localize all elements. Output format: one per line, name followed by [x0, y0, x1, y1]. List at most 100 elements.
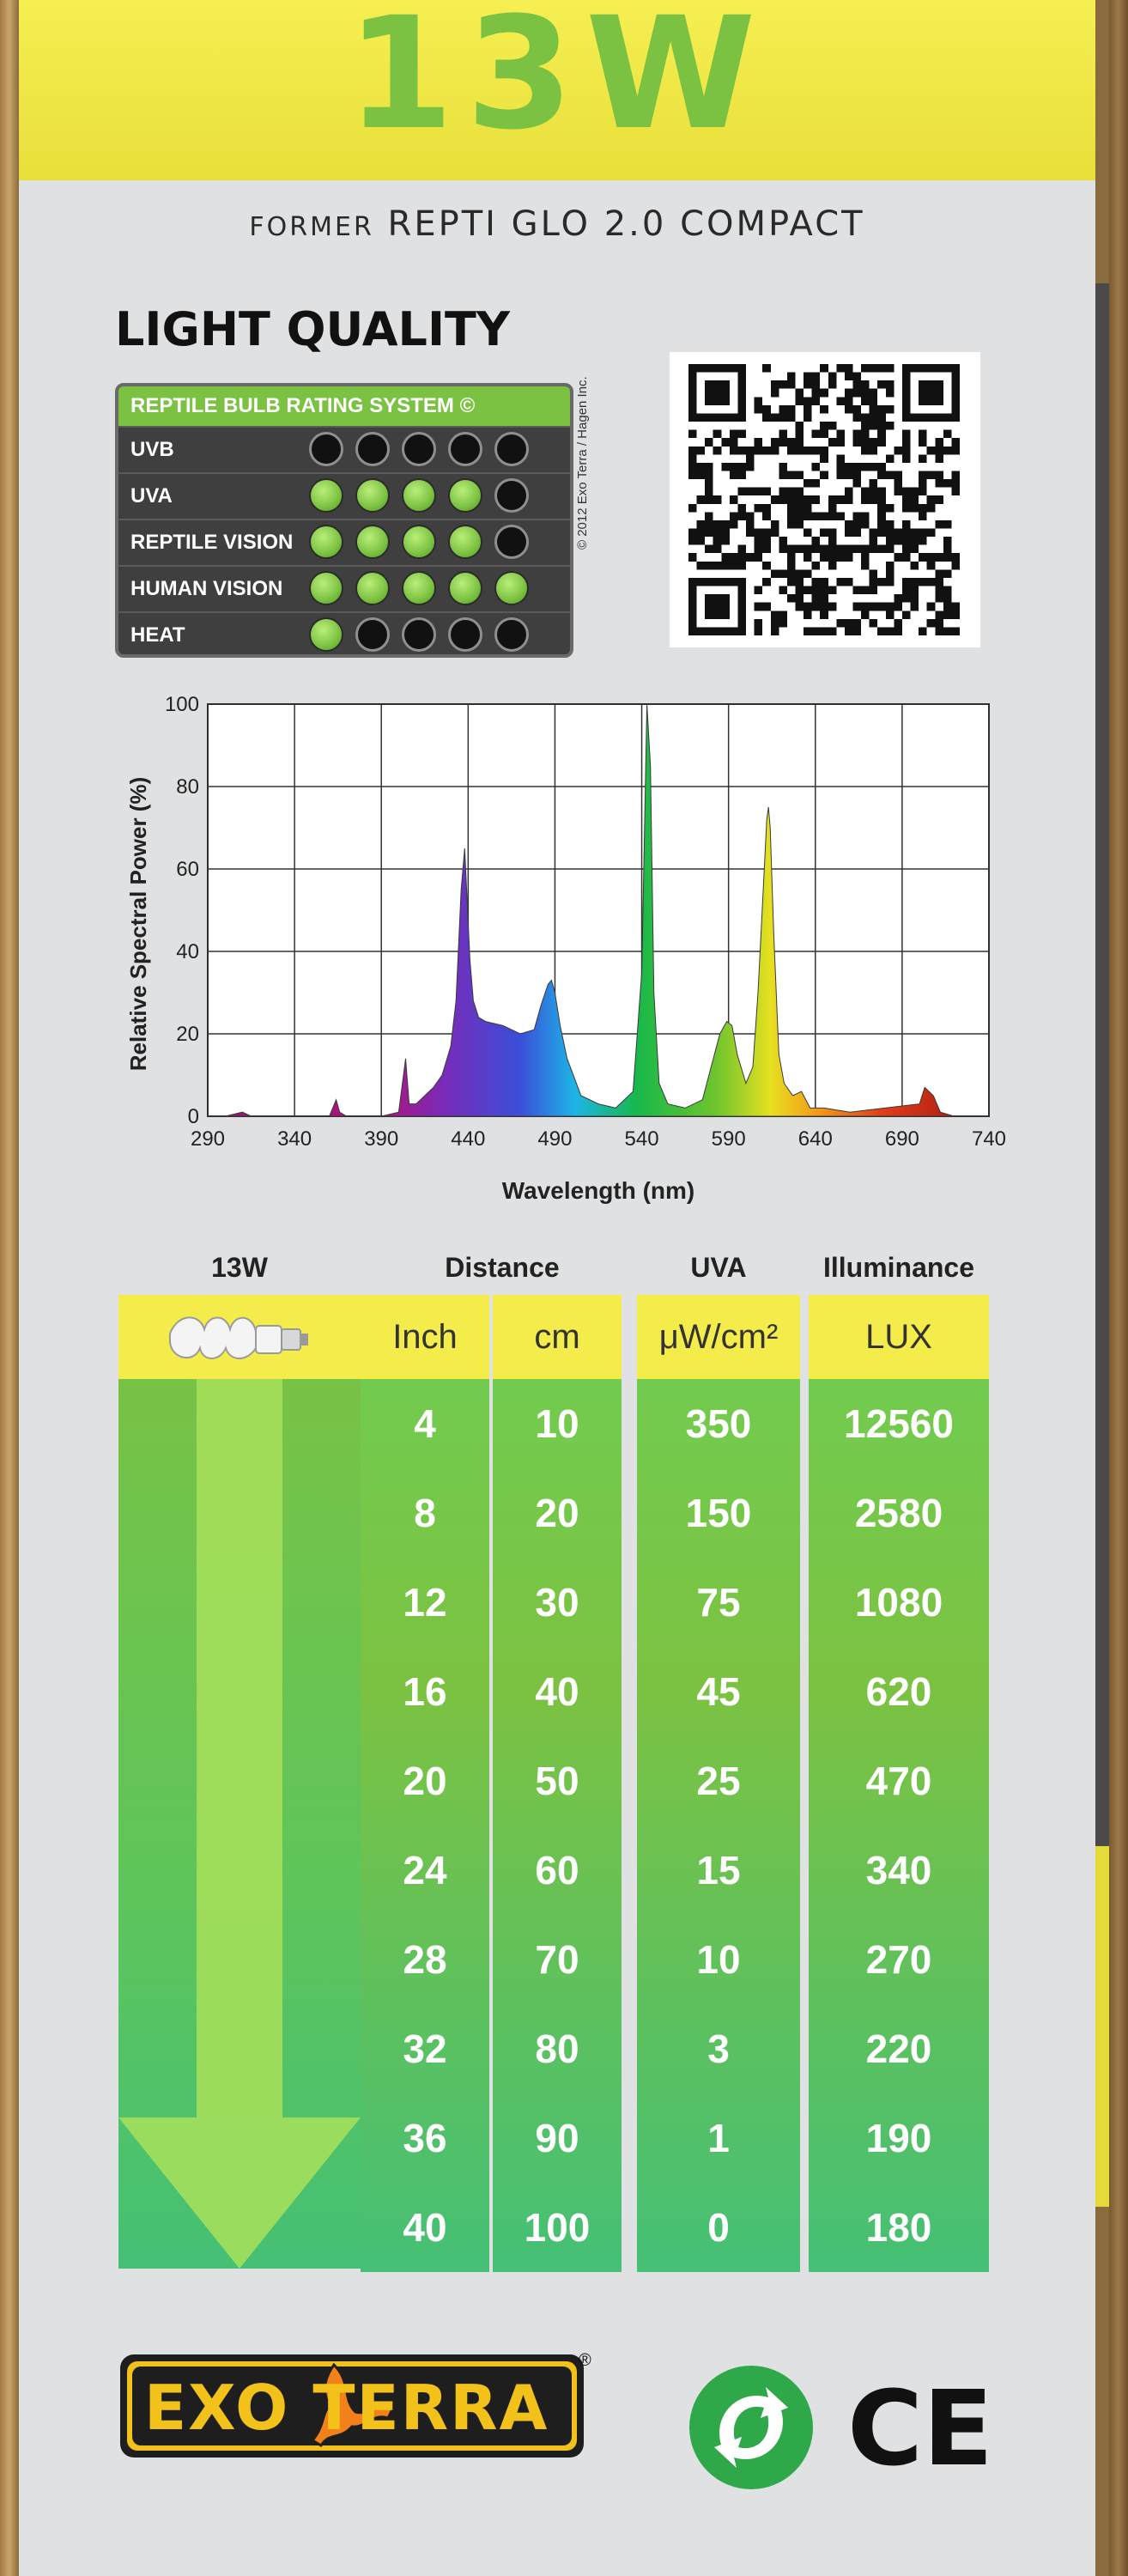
brand-text: EXO TERRA — [144, 2372, 549, 2444]
column-cm — [493, 1295, 622, 2272]
rating-dot-filled — [355, 571, 390, 605]
table-cell-cm: 20 — [535, 1491, 579, 1535]
recycle-icon — [687, 2363, 816, 2492]
y-tick-label: 60 — [176, 858, 199, 881]
x-tick-label: 340 — [277, 1127, 312, 1151]
rating-dot-filled — [448, 571, 482, 605]
uva-header: UVA — [690, 1252, 747, 1283]
rating-dot-empty — [494, 478, 529, 513]
table-cell-cm: 90 — [535, 2116, 579, 2160]
rating-dot-filled — [309, 525, 343, 559]
y-tick-label: 80 — [176, 775, 199, 799]
rating-row: HUMAN VISION — [118, 565, 570, 611]
rating-label: REPTILE VISION — [130, 531, 294, 554]
y-tick-label: 100 — [165, 693, 199, 716]
rating-dot-filled — [448, 525, 482, 559]
rating-label: UVB — [130, 438, 174, 461]
table-cell-uva: 45 — [696, 1669, 741, 1714]
down-arrow-icon — [118, 1379, 361, 2269]
rating-dot-filled — [309, 478, 343, 513]
y-tick-label: 20 — [176, 1023, 199, 1046]
distance-arrow-column — [118, 1295, 361, 2269]
bulb-rating-panel: REPTILE BULB RATING SYSTEM © UVB UVA REPTI… — [115, 383, 573, 658]
wood-background-left — [0, 0, 19, 2576]
table-cell-lux: 270 — [865, 1937, 932, 1982]
table-cell-uva: 150 — [685, 1491, 752, 1535]
x-tick-label: 640 — [798, 1127, 833, 1151]
x-tick-label: 690 — [885, 1127, 919, 1151]
rating-dot-empty — [494, 617, 529, 652]
x-tick-label: 590 — [712, 1127, 746, 1151]
rating-dot-empty — [402, 617, 436, 652]
table-cell-inch: 28 — [403, 1937, 447, 1982]
rating-dot-empty — [494, 525, 529, 559]
rating-row: HEAT — [118, 611, 570, 654]
rating-dot-empty — [309, 432, 343, 466]
y-tick-label: 0 — [188, 1105, 199, 1128]
bulb-image-cell — [118, 1295, 361, 1379]
top-banner: 13W — [19, 0, 1095, 180]
rating-dot-filled — [402, 525, 436, 559]
illuminance-header: Illuminance — [822, 1252, 975, 1283]
x-tick-label: 540 — [625, 1127, 659, 1151]
former-name-line: FORMER REPTI GLO 2.0 COMPACT — [19, 204, 1095, 244]
rating-dot-filled — [355, 525, 390, 559]
table-cell-inch: 24 — [403, 1848, 447, 1893]
rating-dots — [309, 432, 541, 466]
distance-header: Distance — [445, 1252, 560, 1283]
table-cell-cm: 80 — [535, 2026, 579, 2071]
table-cell-uva: 75 — [696, 1580, 741, 1625]
table-cell-inch: 12 — [403, 1580, 447, 1625]
table-cell-inch: 40 — [403, 2205, 447, 2250]
table-cell-cm: 40 — [535, 1669, 579, 1714]
rating-row: UVA — [118, 472, 570, 519]
rating-dot-filled — [448, 478, 482, 513]
x-tick-label: 440 — [451, 1127, 485, 1151]
product-box-panel: 13W FORMER REPTI GLO 2.0 COMPACT LIGHT Q… — [19, 0, 1095, 2576]
ce-mark-text: CE — [852, 2370, 989, 2482]
rating-dot-empty — [448, 617, 482, 652]
table-cell-uva: 25 — [696, 1759, 741, 1803]
x-tick-label: 390 — [364, 1127, 398, 1151]
table-cell-lux: 620 — [865, 1669, 932, 1714]
box-side-edge — [1094, 283, 1109, 2207]
rating-label: HUMAN VISION — [130, 577, 283, 600]
table-cell-lux: 190 — [865, 2116, 932, 2160]
table-cell-uva: 10 — [696, 1937, 741, 1982]
exo-terra-logo-icon — [120, 2354, 584, 2458]
exo-terra-logo[interactable]: EXO TERRA ® — [115, 2339, 596, 2476]
wattage-title: 13W — [346, 0, 768, 164]
rating-row: REPTILE VISION — [118, 519, 570, 565]
column-inch — [361, 1295, 489, 2272]
rating-dot-empty — [448, 432, 482, 466]
table-cell-lux: 180 — [865, 2205, 932, 2250]
table-cell-cm: 10 — [535, 1401, 579, 1446]
y-tick-label: 40 — [176, 940, 199, 963]
table-cell-inch: 20 — [403, 1759, 447, 1803]
rating-dot-filled — [309, 617, 343, 652]
table-cell-inch: 8 — [414, 1491, 436, 1535]
qr-code[interactable] — [670, 352, 980, 647]
rating-dot-empty — [355, 617, 390, 652]
table-cell-cm: 50 — [535, 1759, 579, 1803]
table-cell-lux: 470 — [865, 1759, 932, 1803]
table-cell-uva: 1 — [707, 2116, 730, 2160]
x-tick-label: 290 — [191, 1127, 225, 1151]
table-cell-lux: 2580 — [854, 1491, 943, 1535]
x-tick-label: 740 — [972, 1127, 1006, 1151]
column-uva — [637, 1295, 800, 2272]
table-cell-cm: 100 — [524, 2205, 591, 2250]
spectral-chart-svg: 290 340 390 440 490 540 590 640 690 740 0 20 40 60 80 1… — [125, 693, 1006, 1204]
table-cell-cm: 70 — [535, 1937, 579, 1982]
spectrum-curve — [208, 703, 989, 1117]
table-cell-inch: 16 — [403, 1669, 447, 1714]
wood-background-right — [1109, 0, 1128, 2576]
column-header-lux: LUX — [809, 1295, 989, 1379]
table-cell-uva: 0 — [707, 2205, 730, 2250]
plot-area — [207, 703, 990, 1117]
light-quality-title: LIGHT QUALITY — [115, 302, 510, 356]
table-headers: 13W Distance UVA Illuminance — [19, 1250, 1095, 1285]
former-product-name: REPTI GLO 2.0 COMPACT — [387, 204, 865, 244]
column-header-uva: μW/cm² — [637, 1295, 800, 1379]
column-header-inch: Inch — [361, 1295, 489, 1379]
